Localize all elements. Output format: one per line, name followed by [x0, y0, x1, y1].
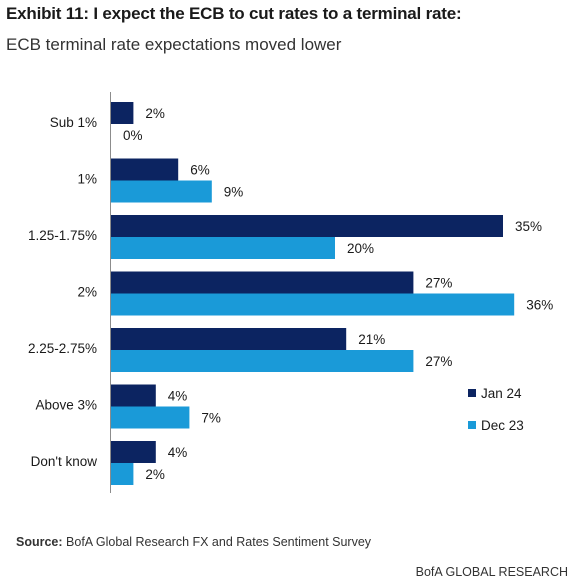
bar	[111, 328, 347, 350]
bar	[111, 180, 212, 203]
bar	[111, 441, 156, 463]
data-label: 7%	[201, 411, 221, 426]
category-label: 2%	[77, 285, 97, 300]
data-label: 4%	[168, 445, 188, 460]
bar	[111, 102, 134, 124]
footer-brand: BofA GLOBAL RESEARCH	[415, 565, 568, 579]
data-label: 6%	[190, 163, 210, 178]
bar	[111, 293, 515, 316]
chart-subtitle: ECB terminal rate expectations moved low…	[6, 35, 342, 54]
bar	[111, 350, 414, 372]
bar	[111, 237, 335, 259]
data-label: 20%	[347, 241, 374, 256]
data-label: 9%	[224, 185, 244, 200]
data-label: 4%	[168, 389, 188, 404]
category-label: 1%	[77, 172, 97, 187]
data-label: 2%	[145, 106, 165, 121]
legend-label: Jan 24	[481, 386, 522, 401]
legend-label: Dec 23	[481, 418, 524, 433]
category-label: 2.25-2.75%	[28, 341, 97, 356]
data-label: 27%	[425, 354, 452, 369]
data-label: 27%	[425, 276, 452, 291]
bar	[111, 406, 190, 429]
category-label: 1.25-1.75%	[28, 228, 97, 243]
bar	[111, 158, 179, 181]
legend-swatch	[468, 421, 476, 429]
data-label: 0%	[123, 128, 143, 143]
category-label: Don't know	[31, 454, 98, 469]
chart-title: Exhibit 11: I expect the ECB to cut rate…	[6, 4, 462, 23]
data-label: 36%	[526, 298, 553, 313]
bar	[111, 463, 134, 485]
source-note: Source: BofA Global Research FX and Rate…	[16, 535, 372, 549]
bar	[111, 384, 156, 407]
data-label: 2%	[145, 467, 165, 482]
category-label: Sub 1%	[50, 115, 97, 130]
data-label: 35%	[515, 219, 542, 234]
data-label: 21%	[358, 332, 385, 347]
bar	[111, 215, 503, 237]
legend-swatch	[468, 389, 476, 397]
bar	[111, 271, 414, 294]
category-label: Above 3%	[35, 398, 97, 413]
